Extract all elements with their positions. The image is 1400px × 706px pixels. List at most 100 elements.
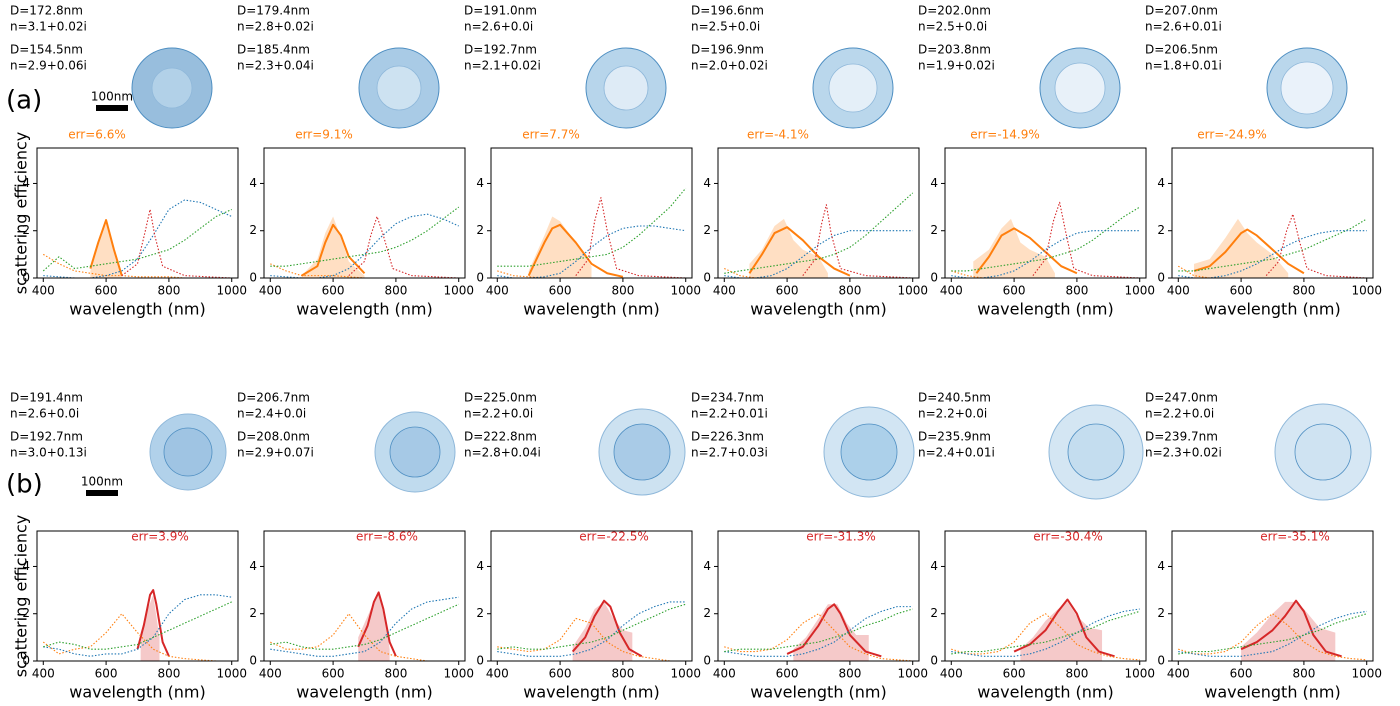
- particle-core: [1067, 423, 1125, 481]
- x-axis-label: wavelength (nm): [296, 683, 433, 702]
- mode-line: [270, 213, 459, 278]
- mode-line: [1265, 213, 1367, 278]
- y-tick-label: 0: [22, 654, 30, 668]
- y-tick-label: 2: [476, 606, 484, 620]
- x-tick-label: 400: [940, 284, 963, 298]
- x-tick-label: 1000: [1124, 284, 1155, 298]
- axes-frame: [944, 530, 1147, 662]
- y-tick-label: 0: [22, 271, 30, 285]
- y-tick-label: 4: [1157, 176, 1165, 190]
- particle-annotation: n=2.1+0.02i: [464, 59, 541, 73]
- mode-line: [1178, 218, 1368, 272]
- x-axis-label: wavelength (nm): [977, 683, 1114, 702]
- particle-annotation: n=2.3+0.02i: [1145, 446, 1222, 460]
- axes-frame: [944, 147, 1147, 279]
- x-tick-label: 400: [486, 284, 509, 298]
- mode-line: [497, 225, 686, 278]
- x-tick-label: 600: [1230, 284, 1253, 298]
- y-tick-label: 4: [703, 559, 711, 573]
- mode-line: [270, 206, 460, 267]
- y-tick-label: 0: [930, 654, 938, 668]
- particle-annotation: n=2.3+0.04i: [237, 59, 314, 73]
- particle-annotation: n=2.2+0.01i: [691, 407, 768, 421]
- x-axis-label: wavelength (nm): [1204, 300, 1341, 319]
- x-tick-label: 400: [1167, 284, 1190, 298]
- mode-line: [348, 215, 459, 278]
- x-tick-label: 800: [157, 667, 180, 681]
- fit-line: [975, 227, 1078, 275]
- x-tick-label: 600: [1003, 667, 1026, 681]
- particle-core: [1294, 423, 1352, 481]
- particle-annotation: D=225.0nm: [464, 391, 537, 405]
- target-area: [793, 604, 869, 661]
- scale-bar: [86, 490, 118, 496]
- mode-line: [575, 197, 686, 278]
- particle-annotation: D=196.9nm: [691, 43, 764, 57]
- y-tick-label: 4: [249, 559, 257, 573]
- x-tick-label: 600: [322, 667, 345, 681]
- fit-line: [748, 226, 851, 277]
- particle-annotation: D=203.8nm: [918, 43, 991, 57]
- x-axis-label: wavelength (nm): [977, 300, 1114, 319]
- particle-annotation: n=2.8+0.02i: [237, 20, 314, 34]
- y-tick-label: 4: [249, 176, 257, 190]
- particle-annotation: n=3.0+0.13i: [10, 446, 87, 460]
- y-tick-label: 2: [703, 223, 711, 237]
- x-tick-label: 1000: [897, 284, 928, 298]
- y-tick-label: 4: [930, 176, 938, 190]
- particle-annotation: D=154.5nm: [10, 43, 83, 57]
- target-area: [90, 223, 122, 278]
- particle-annotation: D=172.8nm: [10, 4, 83, 18]
- x-tick-label: 1000: [1124, 667, 1155, 681]
- target-area: [973, 218, 1055, 278]
- particle-annotation: n=2.4+0.0i: [237, 407, 306, 421]
- particle-annotation: D=192.7nm: [10, 430, 83, 444]
- y-tick-label: 0: [249, 654, 257, 668]
- y-tick-label: 4: [476, 559, 484, 573]
- x-axis-label: wavelength (nm): [1204, 683, 1341, 702]
- particle-annotation: n=2.6+0.01i: [1145, 20, 1222, 34]
- particle-core: [389, 426, 441, 478]
- y-axis-label: scattering efficiency: [12, 132, 31, 295]
- mode-line: [951, 230, 1140, 278]
- x-tick-label: 600: [549, 284, 572, 298]
- x-axis-label: wavelength (nm): [523, 683, 660, 702]
- y-axis-label: scattering efficiency: [12, 515, 31, 678]
- plot-area: [1177, 213, 1368, 278]
- axes-frame: [36, 530, 239, 662]
- particle-annotation: n=2.0+0.02i: [691, 59, 768, 73]
- particle-annotation: D=234.7nm: [691, 391, 764, 405]
- particle-annotation: D=222.8nm: [464, 430, 537, 444]
- scale-bar: [96, 105, 128, 111]
- mode-line: [42, 613, 232, 661]
- x-tick-label: 400: [486, 667, 509, 681]
- fit-line: [527, 223, 624, 278]
- particle-annotation: D=239.7nm: [1145, 430, 1218, 444]
- particle-core: [613, 423, 671, 481]
- particle-annotation: n=2.6+0.0i: [10, 407, 79, 421]
- mode-line: [497, 187, 687, 267]
- particle-core: [828, 63, 878, 113]
- mode-line: [724, 606, 913, 657]
- mode-line: [802, 204, 913, 278]
- x-tick-label: 600: [1003, 284, 1026, 298]
- error-label: err=7.7%: [522, 128, 580, 142]
- y-tick-label: 4: [476, 176, 484, 190]
- x-axis-label: wavelength (nm): [750, 683, 887, 702]
- scale-label: 100nm: [81, 475, 123, 489]
- x-tick-label: 800: [1065, 284, 1088, 298]
- particle-annotation: D=196.6nm: [691, 4, 764, 18]
- x-tick-label: 800: [1065, 667, 1088, 681]
- particle-annotation: D=191.4nm: [10, 391, 83, 405]
- particle-annotation: n=2.2+0.0i: [918, 407, 987, 421]
- y-tick-label: 4: [703, 176, 711, 190]
- particle-annotation: D=247.0nm: [1145, 391, 1218, 405]
- particle-core: [376, 65, 422, 111]
- plot-area: [724, 603, 913, 661]
- target-area: [301, 216, 365, 278]
- plot-area: [497, 599, 686, 661]
- particle-core: [603, 65, 649, 111]
- error-label: err=-4.1%: [747, 128, 809, 142]
- fit-line: [1193, 228, 1305, 275]
- particle-annotation: n=2.5+0.0i: [918, 20, 987, 34]
